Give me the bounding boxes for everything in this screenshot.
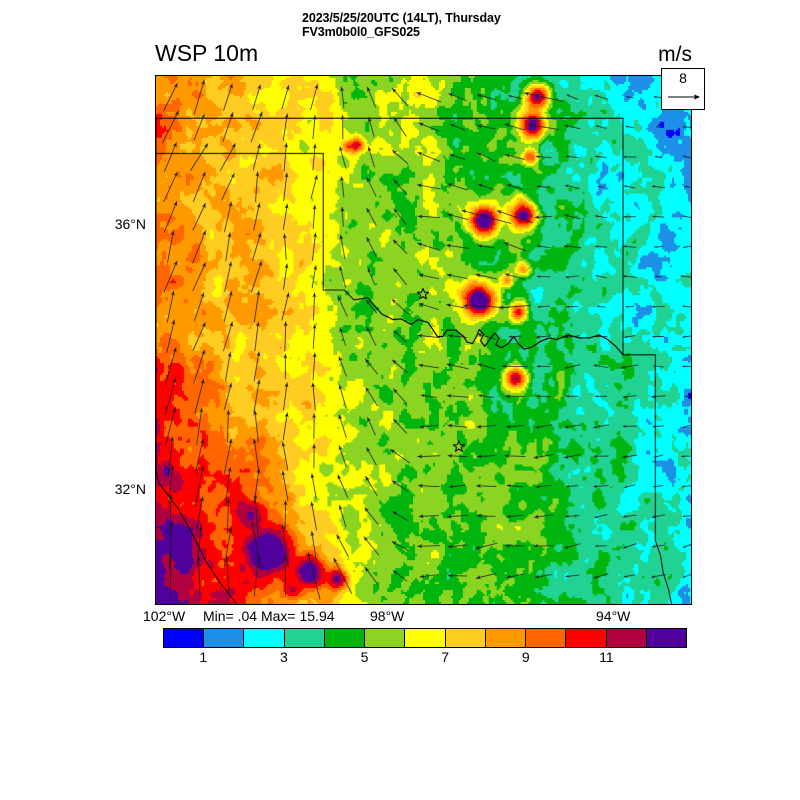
colorbar (163, 628, 687, 648)
lon-tick-label-94w: 94°W (596, 608, 631, 624)
colorbar-segment (526, 629, 567, 647)
lat-tick-label-32n: 32°N (114, 481, 146, 497)
datetime-title: 2023/5/25/20UTC (14LT), Thursday (302, 11, 501, 25)
colorbar-segment (204, 629, 245, 647)
colorbar-segment (284, 629, 325, 647)
wind-vector-key: 8 (661, 68, 705, 110)
colorbar-segment (566, 629, 607, 647)
wind-vector-key-magnitude: 8 (679, 70, 687, 86)
lon-tick-label-102w: 102°W (143, 608, 186, 624)
windspeed-contour-canvas (156, 76, 691, 604)
colorbar-segment (365, 629, 406, 647)
wind-vector-arrow-icon (668, 94, 700, 100)
colorbar-segment (324, 629, 366, 647)
figure-title-block: 2023/5/25/20UTC (14LT), Thursday FV3m0b0… (302, 11, 702, 39)
colorbar-segment (164, 629, 205, 647)
colorbar-segment (405, 629, 446, 647)
colorbar-segment (445, 629, 486, 647)
colorbar-tick-label: 1 (199, 649, 208, 665)
lat-tick-label-36n: 36°N (114, 216, 146, 232)
min-max-annotation: Min= .04 Max= 15.94 (203, 608, 335, 624)
lon-tick-label-98w: 98°W (370, 608, 405, 624)
colorbar-tick-label: 9 (521, 649, 530, 665)
colorbar-tick-label: 11 (599, 649, 614, 665)
colorbar-tick-labels: 1 3 5 7 9 11 (163, 649, 687, 667)
colorbar-tick-label: 3 (280, 649, 288, 665)
colorbar-tick-label: 7 (441, 649, 450, 665)
units-label: m/s (658, 43, 692, 66)
map-plot-area[interactable] (155, 75, 692, 605)
colorbar-segment (646, 629, 687, 647)
colorbar-segment (485, 629, 527, 647)
colorbar-segment (606, 629, 647, 647)
field-label: WSP 10m (155, 40, 259, 66)
colorbar-segment (244, 629, 285, 647)
colorbar-tick-label: 5 (360, 649, 369, 665)
model-title: FV3m0b0l0_GFS025 (302, 25, 420, 39)
